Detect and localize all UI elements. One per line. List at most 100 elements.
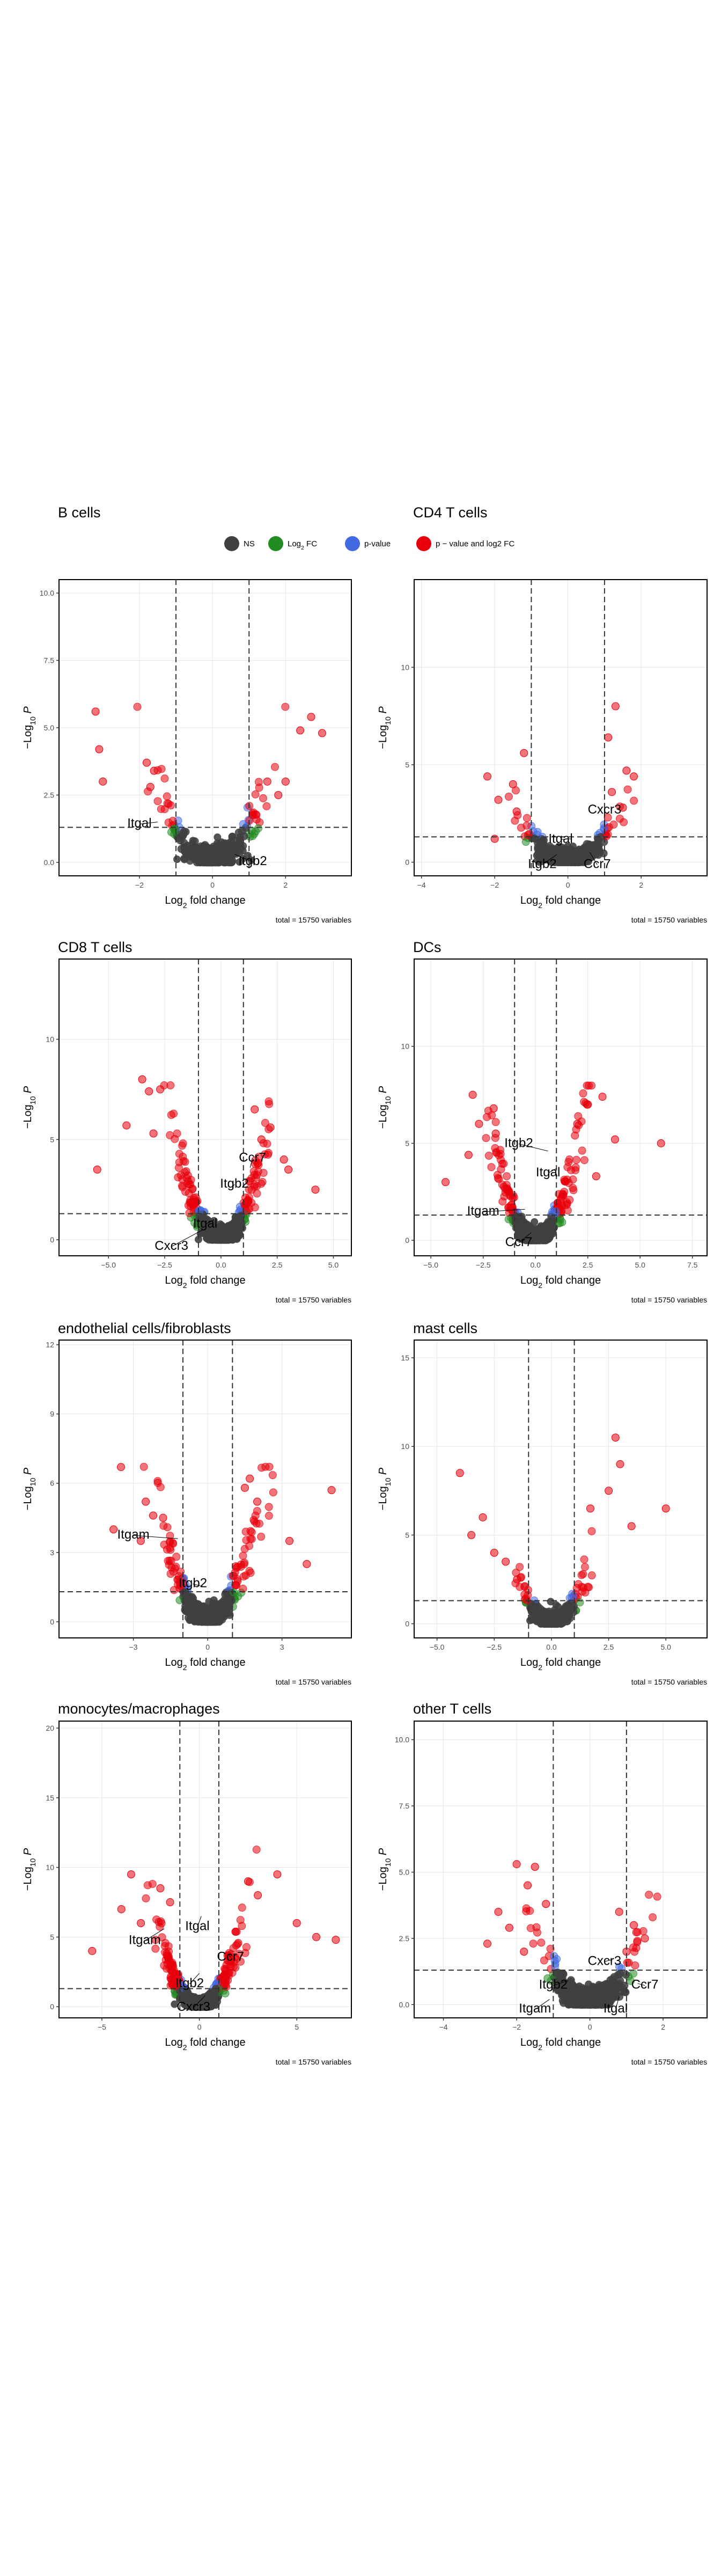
point-highlight: [627, 1522, 636, 1531]
y-tick-label: 7.5: [399, 1802, 410, 1810]
point-p: [548, 1208, 557, 1216]
caption: total = 15750 variables: [631, 916, 707, 924]
point-pfc: [268, 1471, 277, 1480]
gene-connector: [197, 1916, 202, 1927]
gene-label: Itgb2: [528, 857, 556, 871]
point-pfc: [540, 1956, 548, 1965]
point-ns: [558, 1996, 566, 2004]
point-ns: [553, 848, 561, 857]
x-tick-label: 2: [283, 881, 288, 889]
gene-connector: [234, 854, 253, 862]
point-fc: [230, 1588, 238, 1597]
point-pfc: [579, 1570, 587, 1578]
point-ns: [204, 1226, 212, 1234]
gene-connector: [615, 1996, 620, 2010]
panel-2: CD4 T cells Cxcr3 Itgal Itgb2 Ccr7 −4 −2 0 2 0 5 10…: [377, 504, 708, 924]
point-pfc: [615, 814, 624, 823]
point-ns: [540, 1615, 548, 1623]
point-pfc: [264, 1511, 273, 1520]
point-pfc: [516, 1563, 524, 1571]
point-ns: [594, 1997, 602, 2005]
point-highlight: [464, 1151, 473, 1159]
x-tick-label: 2.5: [272, 1261, 283, 1269]
y-tick-label: 10: [401, 1042, 409, 1051]
point-pfc: [264, 1503, 273, 1511]
y-tick-label: 0.0: [44, 858, 55, 867]
point-ns: [202, 1614, 210, 1622]
point-pfc: [170, 1109, 178, 1118]
caption: total = 15750 variables: [276, 1678, 351, 1686]
point-highlight: [512, 807, 521, 816]
point-pfc: [523, 821, 531, 830]
point-pfc: [151, 1944, 160, 1953]
point-pfc: [242, 1198, 251, 1207]
gene-label: Itgam: [117, 1527, 150, 1542]
y-tick-label: 10: [401, 1442, 409, 1451]
point-pfc: [269, 1488, 277, 1497]
x-tick-label: 0.0: [530, 1261, 541, 1269]
point-pfc: [238, 1904, 246, 1912]
panel-6: mast cells −5.0 −2.5 0.0 2.5 5.0 0 5 10 15 Log2 fo…: [377, 1320, 708, 1686]
gene-label: Itgb2: [539, 1978, 568, 1992]
point-highlight: [253, 1497, 261, 1506]
point-pfc: [239, 1552, 247, 1560]
caption: total = 15750 variables: [276, 1296, 351, 1304]
panel-title: endothelial cells/fibroblasts: [58, 1320, 231, 1336]
x-tick-label: 0.0: [216, 1261, 226, 1269]
point-highlight: [143, 758, 151, 767]
point-ns: [594, 836, 602, 844]
gene-connector: [193, 1995, 205, 2008]
point-pfc: [165, 1561, 173, 1569]
x-tick-label: 5.0: [635, 1261, 645, 1269]
point-pfc: [166, 1081, 175, 1089]
point-highlight: [149, 1129, 158, 1138]
x-tick-label: −2.5: [157, 1261, 172, 1269]
legend-label-fc: Log2 FC: [288, 539, 317, 551]
gene-connector: [604, 1959, 612, 1962]
point-ns: [194, 1235, 202, 1243]
point-highlight: [479, 1513, 487, 1521]
point-pfc: [222, 1975, 230, 1984]
point-ns: [236, 858, 244, 866]
point-pfc: [580, 1156, 588, 1165]
point-ns: [222, 1606, 230, 1614]
x-tick-label: 5.0: [328, 1261, 339, 1269]
point-highlight: [604, 733, 613, 742]
x-tick-label: −2.5: [476, 1261, 491, 1269]
point-pfc: [482, 1134, 490, 1143]
point-ns: [555, 858, 563, 866]
point-pfc: [604, 813, 612, 822]
gene-label: Ccr7: [217, 1950, 244, 1964]
legend-swatch-pfc: [416, 536, 431, 551]
legend-label-p: p-value: [364, 539, 391, 548]
legend-label-pfc: p − value and log2 FC: [436, 539, 514, 548]
point-pfc: [258, 1177, 267, 1186]
point-pfc: [265, 1100, 274, 1108]
gene-label: Ccr7: [239, 1150, 266, 1165]
panel-3: CD8 T cells Ccr7 Itgb2 Itgal Cxcr3 −5.0 −2.5 0.…: [22, 939, 352, 1304]
gene-connector: [518, 1232, 532, 1243]
point-ns: [186, 2000, 194, 2008]
point-highlight: [494, 1908, 503, 1916]
point-highlight: [285, 1536, 294, 1545]
grid: [59, 959, 351, 1256]
y-tick-label: 6: [50, 1479, 54, 1488]
point-pfc: [585, 1081, 593, 1090]
x-tick-label: −2: [512, 2023, 521, 2031]
point-highlight: [475, 1119, 483, 1128]
point-ns: [568, 856, 576, 864]
point-highlight: [622, 766, 631, 775]
gene-connector: [228, 1953, 231, 1958]
point-highlight: [166, 1898, 174, 1907]
point-ns: [534, 1228, 542, 1236]
point-highlight: [513, 1575, 521, 1584]
gene-label: Itgb2: [220, 1176, 248, 1191]
point-highlight: [150, 766, 158, 775]
gene-connector: [144, 1928, 165, 1941]
point-highlight: [251, 1105, 259, 1114]
points: [455, 1433, 670, 1628]
gene-label: Itgal: [548, 831, 572, 846]
point-pfc: [503, 1172, 511, 1181]
y-tick-label: 10: [46, 1035, 54, 1043]
